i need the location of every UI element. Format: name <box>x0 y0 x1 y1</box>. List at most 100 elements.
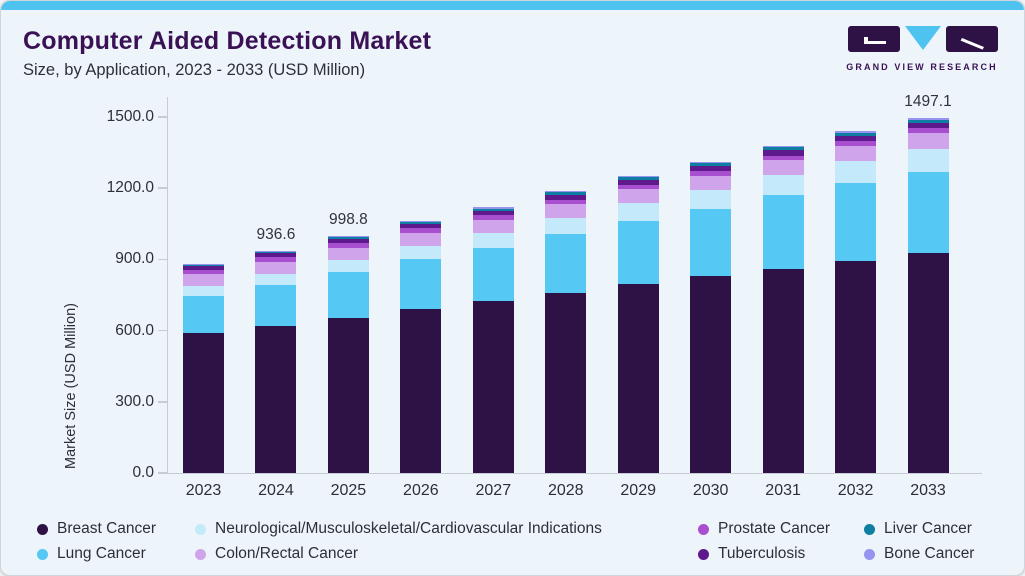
legend-item-breast-cancer: Breast Cancer <box>37 520 195 538</box>
bar-segment-bone-cancer-2033 <box>907 117 949 120</box>
legend-dot-icon <box>195 548 206 560</box>
bar-segment-tuberculosis-2032 <box>835 136 877 142</box>
bar-segment-neurological-musculoskeletal-cardiovascular-indications-2031 <box>762 175 804 196</box>
bar-segment-tuberculosis-2026 <box>400 223 442 229</box>
bar-segment-prostate-cancer-2028 <box>545 199 587 205</box>
bar-segment-liver-cancer-2026 <box>400 221 442 224</box>
legend-dot-icon <box>698 523 709 535</box>
legend-item-neurological-musculoskeletal-cardiovascular-indications: Neurological/Musculoskeletal/Cardiovascu… <box>195 520 698 538</box>
legend-label: Prostate Cancer <box>718 520 830 537</box>
bar-2028 <box>545 191 587 473</box>
legend-label: Neurological/Musculoskeletal/Cardiovascu… <box>215 520 602 537</box>
bar-segment-breast-cancer-2024 <box>255 325 297 473</box>
bar-segment-tuberculosis-2023 <box>183 266 224 271</box>
bar-segment-liver-cancer-2023 <box>183 264 224 267</box>
bar-segment-lung-cancer-2025 <box>327 272 369 318</box>
logo-text: GRAND VIEW RESEARCH <box>846 62 998 72</box>
y-tick-mark <box>158 329 167 332</box>
legend-dot-icon <box>37 523 48 535</box>
bar-segment-bone-cancer-2030 <box>690 161 732 164</box>
bar-segment-lung-cancer-2027 <box>472 248 514 301</box>
bar-segment-liver-cancer-2031 <box>762 147 804 151</box>
y-tick-mark <box>158 472 167 474</box>
bar-segment-neurological-musculoskeletal-cardiovascular-indications-2026 <box>400 245 442 260</box>
bar-segment-bone-cancer-2026 <box>400 220 442 222</box>
bar-segment-prostate-cancer-2033 <box>907 128 949 134</box>
total-label-2025: 998.8 <box>328 211 368 229</box>
legend-label: Colon/Rectal Cancer <box>215 545 359 562</box>
bar-segment-breast-cancer-2026 <box>400 309 442 473</box>
legend-item-bone-cancer: Bone Cancer <box>864 545 1024 563</box>
bar-segment-colon-rectal-cancer-2033 <box>907 133 949 149</box>
bar-segment-liver-cancer-2028 <box>545 192 587 195</box>
x-tick-label-2024: 2024 <box>258 482 294 499</box>
bar-segment-bone-cancer-2032 <box>835 131 877 133</box>
bar-segment-prostate-cancer-2029 <box>617 184 659 190</box>
bar-segment-colon-rectal-cancer-2029 <box>617 189 659 204</box>
y-tick-label: 0.0 <box>132 464 154 481</box>
x-tick-label-2025: 2025 <box>330 482 367 499</box>
legend-item-prostate-cancer: Prostate Cancer <box>698 520 864 538</box>
legend-item-tuberculosis: Tuberculosis <box>698 545 864 563</box>
total-label-2033: 1497.1 <box>904 92 952 110</box>
bar-segment-neurological-musculoskeletal-cardiovascular-indications-2030 <box>690 190 732 210</box>
legend-item-lung-cancer: Lung Cancer <box>37 545 195 563</box>
bar-2030 <box>690 161 732 473</box>
bar-segment-lung-cancer-2023 <box>183 295 224 334</box>
bar-segment-colon-rectal-cancer-2028 <box>545 204 587 218</box>
bar-segment-tuberculosis-2033 <box>907 123 949 129</box>
bar-segment-tuberculosis-2025 <box>327 238 369 243</box>
legend-label: Tuberculosis <box>718 545 806 562</box>
bar-segment-prostate-cancer-2031 <box>762 155 804 161</box>
bar-segment-liver-cancer-2029 <box>617 177 659 180</box>
bar-segment-breast-cancer-2027 <box>472 300 514 473</box>
bar-segment-breast-cancer-2025 <box>327 317 369 473</box>
legend-dot-icon <box>864 548 875 560</box>
bar-segment-prostate-cancer-2027 <box>472 215 514 220</box>
legend-label: Bone Cancer <box>884 545 975 562</box>
bar-segment-breast-cancer-2031 <box>762 268 804 473</box>
x-tick-label-2033: 2033 <box>910 482 946 499</box>
bar-2026 <box>400 220 442 473</box>
legend-dot-icon <box>37 548 48 560</box>
bar-segment-prostate-cancer-2024 <box>255 257 297 262</box>
bar-segment-neurological-musculoskeletal-cardiovascular-indications-2024 <box>255 273 297 285</box>
bar-segment-breast-cancer-2023 <box>183 333 224 473</box>
bar-2027 <box>472 207 514 473</box>
bar-2025: 998.8 <box>327 211 369 473</box>
bar-segment-bone-cancer-2031 <box>762 145 804 148</box>
chart: Market Size (USD Million) 0.0 300.0 600.0 9… <box>1 93 1024 499</box>
bar-segment-colon-rectal-cancer-2026 <box>400 232 442 246</box>
bar-segment-colon-rectal-cancer-2024 <box>255 261 297 274</box>
total-label-2024: 936.6 <box>256 225 296 243</box>
bar-segment-bone-cancer-2029 <box>617 175 659 178</box>
bar-segment-colon-rectal-cancer-2030 <box>690 175 732 191</box>
bar-segment-lung-cancer-2026 <box>400 259 442 310</box>
bar-segment-colon-rectal-cancer-2031 <box>762 160 804 176</box>
y-tick-label: 300.0 <box>115 392 154 410</box>
legend: Breast Cancer Neurological/Musculoskeleta… <box>1 520 1024 563</box>
bar-segment-colon-rectal-cancer-2027 <box>472 219 514 234</box>
y-tick-label: 1500.0 <box>106 108 154 125</box>
bar-segment-tuberculosis-2030 <box>690 166 732 172</box>
bar-segment-lung-cancer-2031 <box>762 195 804 269</box>
grand-view-research-logo: GRAND VIEW RESEARCH <box>846 25 998 72</box>
bar-segment-breast-cancer-2033 <box>907 253 949 473</box>
bar-segment-liver-cancer-2030 <box>690 163 732 167</box>
bar-segment-neurological-musculoskeletal-cardiovascular-indications-2027 <box>472 233 514 249</box>
legend-label: Liver Cancer <box>884 520 972 537</box>
bar-segment-tuberculosis-2028 <box>545 194 587 200</box>
y-tick-label: 600.0 <box>115 321 154 339</box>
y-tick-mark <box>158 187 167 189</box>
page-title: Computer Aided Detection Market <box>23 27 432 55</box>
x-tick-label-2028: 2028 <box>547 482 584 499</box>
plot-area: 0.0 300.0 600.0 900.0 1200.0 1500.0 2023 936.6 2… <box>107 93 982 499</box>
bar-segment-neurological-musculoskeletal-cardiovascular-indications-2023 <box>183 285 224 296</box>
accent-strip <box>1 1 1024 10</box>
bar-2029 <box>617 175 659 473</box>
page-subtitle: Size, by Application, 2023 - 2033 (USD M… <box>23 61 366 79</box>
bar-segment-lung-cancer-2033 <box>907 171 949 254</box>
legend-label: Breast Cancer <box>57 520 157 537</box>
bar-segment-colon-rectal-cancer-2032 <box>835 146 877 162</box>
x-tick-label-2032: 2032 <box>837 482 874 499</box>
